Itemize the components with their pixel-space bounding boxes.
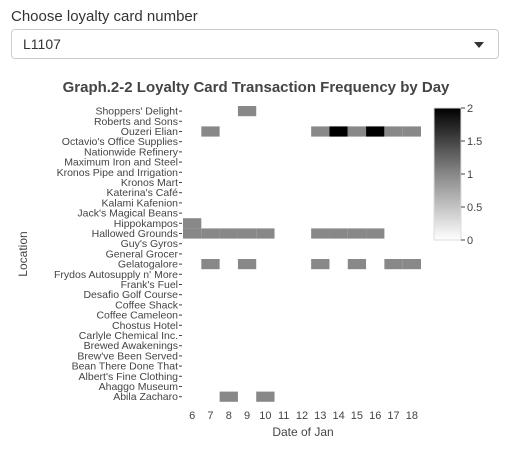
x-tick-label: 18 [406,410,418,422]
heatmap-cell [366,126,385,137]
colorbar-tick-label: 0 [467,235,473,247]
x-axis-title: Date of Jan [272,425,333,439]
transaction-frequency-heatmap: Graph.2-2 Loyalty Card Transaction Frequ… [16,79,482,439]
heatmap-cell [237,228,257,239]
heatmap-cell [384,259,403,270]
heatmap-cell [201,259,220,270]
y-tick-label: Roberts and Sons [94,116,178,128]
x-tick-label: 12 [296,410,308,422]
colorbar-tick-label: 2 [467,103,473,115]
x-tick-label: 16 [369,410,381,422]
heatmap-cell [402,126,421,137]
y-tick-label: Brewed Awakenings [84,340,178,352]
y-tick-label: Bean There Done That [72,361,179,373]
y-tick-label: Kronos Mart [121,177,178,189]
x-tick-label: 15 [351,410,363,422]
heatmap-cell [219,391,238,402]
y-tick-label: Maximum Iron and Steel [64,157,178,169]
y-tick-label: Guy's Gyros [121,238,178,250]
heatmap-cell [237,106,257,117]
heatmap-cell [347,126,367,137]
x-tick-label: 9 [244,410,250,422]
heatmap-cell [201,228,220,239]
x-tick-label: 13 [314,410,326,422]
y-tick-label: Ahaggo Museum [99,381,179,393]
colorbar-ticks: 0 0.5 1 1.5 2 [461,103,482,247]
x-tick-label: 10 [259,410,271,422]
y-tick-label: Shoppers' Delight [95,106,178,118]
chart-title: Graph.2-2 Loyalty Card Transaction Frequ… [63,79,450,96]
heatmap-cell [256,391,275,402]
y-tick-label: Kalami Kafenion [102,197,179,209]
y-tick-label: Gelatogalore [118,259,178,271]
heatmap-cells [183,106,421,402]
y-tick-label: Coffee Cameleon [96,310,178,322]
y-axis-title: Location [16,231,30,276]
x-axis: 6 7 8 9 10 11 12 13 14 15 16 17 18 [189,410,418,422]
y-tick-label: General Grocer [106,248,179,260]
colorbar [433,107,462,241]
heatmap-cell [311,228,330,239]
y-tick-label: Octavio's Office Supplies [62,136,178,148]
y-tick-label: Desafio Golf Course [83,289,178,301]
y-tick-label: Albert's Fine Clothing [79,371,179,383]
colorbar-tick-label: 1.5 [467,136,482,148]
x-tick-label: 14 [332,410,344,422]
heatmap-cell [237,259,257,270]
heatmap-cell [384,126,403,137]
heatmap-cell [183,228,202,239]
x-tick-label: 6 [189,410,195,422]
y-tick-label: Coffee Shack [115,299,179,311]
x-tick-label: 8 [226,410,232,422]
y-tick-label: Katerina's Café [107,187,179,199]
x-tick-label: 11 [278,410,289,422]
loyalty-card-select-value: L1107 [23,36,61,52]
heatmap-cell [219,228,238,239]
y-tick-label: Kronos Pipe and Irrigation [57,167,179,179]
y-tick-label: Abila Zacharo [113,391,178,403]
colorbar-tick-label: 0.5 [467,202,482,214]
y-tick-label: Hallowed Grounds [92,228,178,240]
heatmap-cell [366,228,385,239]
heatmap-cell [201,126,220,137]
y-tick-label: Nationwide Refinery [84,146,179,158]
heatmap-cell [311,126,330,137]
loyalty-card-label: Choose loyalty card number [11,8,198,25]
y-tick-label: Frank's Fuel [121,279,178,291]
heatmap-cell [256,228,275,239]
chevron-down-icon [474,42,484,48]
heatmap-cell [347,228,367,239]
loyalty-card-select[interactable]: L1107 [11,29,499,59]
y-tick-label: Jack's Magical Beans [77,208,178,220]
heatmap-cell [329,228,348,239]
y-tick-label: Chostus Hotel [112,320,178,332]
heatmap-cell [329,126,348,137]
y-tick-label: Hippokampos [114,218,178,230]
y-tick-label: Ouzeri Elian [121,126,178,138]
colorbar-tick-label: 1 [467,169,473,181]
y-tick-label: Brew've Been Served [77,350,178,362]
heatmap-cell [311,259,330,270]
y-tick-label: Carlyle Chemical Inc. [79,330,178,342]
heatmap-cell [402,259,421,270]
x-tick-label: 7 [207,410,213,422]
x-tick-label: 17 [387,410,399,422]
heatmap-cell [347,259,367,270]
heatmap-cell [183,218,202,229]
y-tick-label: Frydos Autosupply n' More [54,269,178,281]
